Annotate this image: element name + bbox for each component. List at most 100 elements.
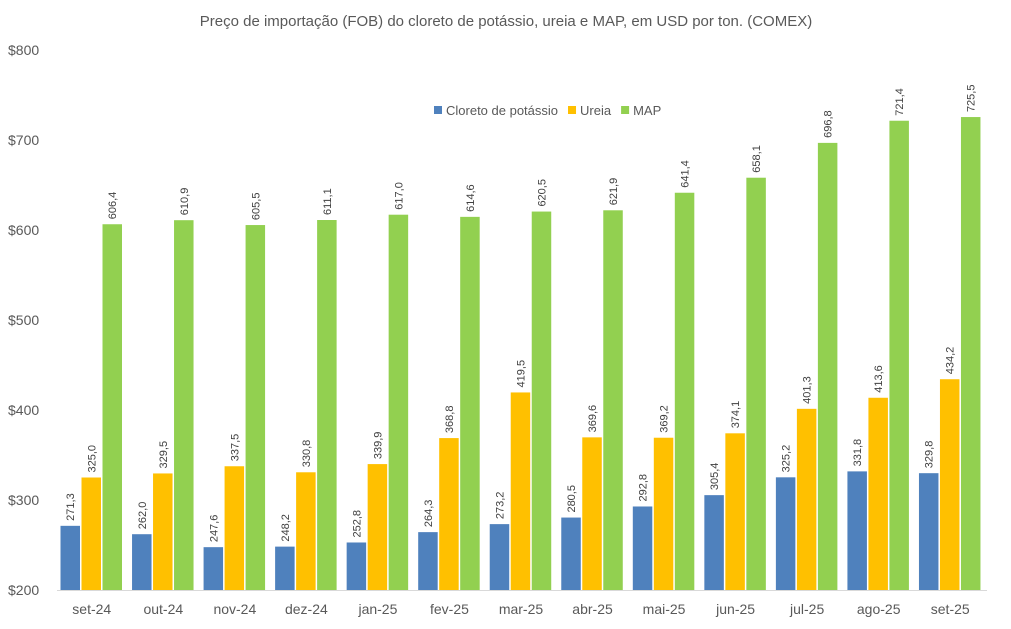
bar-map (889, 120, 909, 591)
x-tick-label: fev-25 (430, 601, 469, 617)
y-tick-label: $800 (8, 42, 39, 58)
data-label: 305,4 (709, 463, 721, 491)
x-tick-label: out-24 (143, 601, 183, 617)
data-label: 419,5 (515, 360, 527, 388)
data-label: 614,6 (465, 184, 477, 212)
bar-map (102, 224, 122, 591)
data-label: 725,5 (966, 85, 978, 113)
legend-label: MAP (633, 103, 661, 118)
legend-swatch (434, 106, 442, 114)
bar-ureia (868, 397, 888, 590)
x-tick-label: nov-24 (213, 601, 256, 617)
data-label: 252,8 (351, 510, 363, 538)
bar-map (460, 216, 480, 591)
data-label: 369,6 (587, 405, 599, 433)
x-tick-label: jun-25 (715, 601, 755, 617)
data-label: 247,6 (208, 515, 220, 543)
bar-cloreto-de-potássio (275, 546, 295, 590)
data-label: 325,2 (781, 445, 793, 473)
data-label: 621,9 (608, 178, 620, 206)
x-tick-label: dez-24 (285, 601, 328, 617)
data-label: 413,6 (873, 365, 885, 393)
bar-map (603, 210, 623, 591)
bar-map (674, 192, 695, 591)
bar-cloreto-de-potássio (132, 534, 152, 590)
data-label: 721,4 (894, 88, 906, 116)
y-tick-label: $300 (8, 492, 39, 508)
legend-label: Cloreto de potássio (446, 103, 558, 118)
data-label: 248,2 (280, 514, 292, 542)
y-tick-label: $700 (8, 132, 39, 148)
x-tick-label: abr-25 (572, 601, 613, 617)
data-label: 605,5 (250, 193, 262, 221)
data-label: 368,8 (444, 406, 456, 434)
bar-cloreto-de-potássio (918, 473, 939, 590)
x-tick-label: set-25 (931, 601, 970, 617)
bar-map (960, 117, 981, 591)
bar-ureia (653, 437, 674, 590)
bar-map (531, 211, 552, 591)
legend-swatch (621, 106, 630, 114)
bar-map (317, 220, 337, 590)
data-label: 374,1 (730, 401, 742, 429)
bar-ureia (582, 437, 602, 590)
bar-ureia (439, 438, 459, 590)
data-label: 329,8 (924, 441, 936, 469)
bar-ureia (796, 408, 817, 590)
data-label: 273,2 (494, 492, 506, 520)
legend-label: Ureia (580, 103, 612, 118)
data-label: 369,2 (659, 405, 671, 433)
data-label: 641,4 (680, 160, 692, 188)
x-tick-label: mai-25 (643, 601, 686, 617)
legend-swatch (568, 106, 577, 114)
x-tick-label: jan-25 (357, 601, 397, 617)
data-label: 280,5 (566, 485, 578, 513)
x-tick-label: mar-25 (499, 601, 544, 617)
bar-cloreto-de-potássio (561, 517, 581, 590)
bar-cloreto-de-potássio (203, 547, 224, 590)
data-label: 610,9 (179, 188, 191, 216)
data-label: 434,2 (945, 347, 957, 375)
y-axis: $200 $300 $400 $500 $600 $700 $800 (8, 42, 39, 598)
bar-ureia (510, 392, 531, 590)
data-label: 337,5 (229, 434, 241, 462)
data-label: 401,3 (802, 376, 814, 404)
bar-cloreto-de-potássio (632, 506, 653, 590)
data-label: 658,1 (751, 145, 763, 173)
x-tick-label: jul-25 (789, 601, 824, 617)
data-label: 620,5 (536, 179, 548, 207)
chart-title: Preço de importação (FOB) do cloreto de … (200, 13, 812, 30)
data-label: 606,4 (107, 192, 119, 220)
data-label: 325,0 (86, 445, 98, 473)
data-label: 264,3 (423, 500, 435, 528)
bar-cloreto-de-potássio (489, 524, 510, 590)
bar-ureia (153, 473, 173, 590)
y-tick-label: $400 (8, 402, 39, 418)
bar-ureia (725, 433, 745, 590)
y-tick-label: $500 (8, 312, 39, 328)
bar-ureia (367, 464, 388, 590)
x-tick-label: set-24 (72, 601, 111, 617)
data-label: 696,8 (823, 110, 835, 138)
bar-ureia (939, 379, 960, 590)
data-label: 617,0 (393, 182, 405, 210)
bar-cloreto-de-potássio (418, 532, 438, 590)
bar-map (746, 177, 766, 590)
bar-cloreto-de-potássio (847, 471, 867, 590)
bar-map (388, 214, 409, 590)
data-label: 339,9 (372, 432, 384, 460)
data-label: 329,5 (158, 441, 170, 469)
legend: Cloreto de potássio Ureia MAP (434, 103, 661, 118)
bar-cloreto-de-potássio (775, 477, 796, 590)
x-axis: set-24 out-24 nov-24 dez-24 jan-25 fev-25 mar-… (57, 590, 987, 617)
bar-ureia (81, 477, 101, 590)
bars: 271,3 325,0 606,4 262,0 329,5 610,9 247,6 337,5… (60, 85, 981, 591)
bar-map (817, 142, 838, 590)
bar-cloreto-de-potássio (60, 525, 80, 590)
data-label: 262,0 (137, 502, 149, 530)
bar-ureia (224, 466, 245, 590)
data-label: 271,3 (65, 493, 77, 521)
bar-cloreto-de-potássio (346, 542, 367, 590)
bar-ureia (296, 472, 316, 590)
